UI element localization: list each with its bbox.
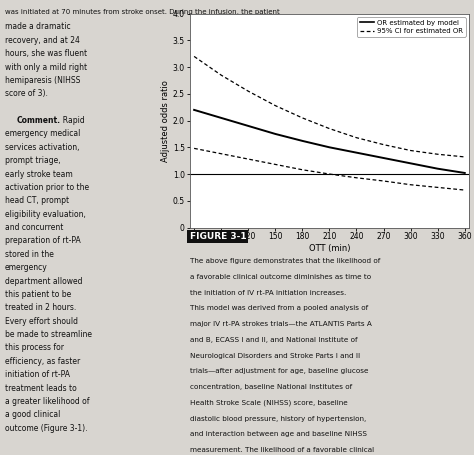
Text: be made to streamline: be made to streamline xyxy=(5,330,92,339)
Text: FIGURE 3-1: FIGURE 3-1 xyxy=(190,232,246,241)
Text: emergency medical: emergency medical xyxy=(5,129,80,138)
Text: efficiency, as faster: efficiency, as faster xyxy=(5,357,80,366)
Text: Comment.: Comment. xyxy=(17,116,61,125)
Text: prompt triage,: prompt triage, xyxy=(5,156,60,165)
Text: this patient to be: this patient to be xyxy=(5,290,71,299)
Text: preparation of rt-PA: preparation of rt-PA xyxy=(5,237,81,245)
Text: outcome (Figure 3-1).: outcome (Figure 3-1). xyxy=(5,424,87,433)
Text: treatment leads to: treatment leads to xyxy=(5,384,76,393)
Text: and B, ECASS I and II, and National Institute of: and B, ECASS I and II, and National Inst… xyxy=(190,337,357,343)
Text: stored in the: stored in the xyxy=(5,250,54,259)
Text: measurement. The likelihood of a favorable clinical: measurement. The likelihood of a favorab… xyxy=(190,447,374,453)
Text: The above figure demonstrates that the likelihood of: The above figure demonstrates that the l… xyxy=(190,258,380,264)
Text: Every effort should: Every effort should xyxy=(5,317,78,326)
Legend: OR estimated by model, 95% CI for estimated OR: OR estimated by model, 95% CI for estima… xyxy=(357,17,466,37)
Text: treated in 2 hours.: treated in 2 hours. xyxy=(5,303,76,312)
Text: Neurological Disorders and Stroke Parts I and II: Neurological Disorders and Stroke Parts … xyxy=(190,353,360,359)
Text: score of 3).: score of 3). xyxy=(5,89,47,98)
Text: Rapid: Rapid xyxy=(58,116,84,125)
Text: with only a mild right: with only a mild right xyxy=(5,62,87,71)
Text: the initiation of IV rt-PA initiation increases.: the initiation of IV rt-PA initiation in… xyxy=(190,290,346,296)
Text: This model was derived from a pooled analysis of: This model was derived from a pooled ana… xyxy=(190,305,368,311)
Text: was initiated at 70 minutes from stroke onset. During the infusion, the patient: was initiated at 70 minutes from stroke … xyxy=(5,9,280,15)
Text: this process for: this process for xyxy=(5,344,64,353)
Text: Health Stroke Scale (NIHSS) score, baseline: Health Stroke Scale (NIHSS) score, basel… xyxy=(190,400,347,406)
Text: emergency: emergency xyxy=(5,263,47,272)
Text: a greater likelihood of: a greater likelihood of xyxy=(5,397,89,406)
Text: made a dramatic: made a dramatic xyxy=(5,22,70,31)
Text: early stroke team: early stroke team xyxy=(5,170,73,178)
Text: recovery, and at 24: recovery, and at 24 xyxy=(5,36,80,45)
Text: department allowed: department allowed xyxy=(5,277,82,286)
Text: concentration, baseline National Institutes of: concentration, baseline National Institu… xyxy=(190,384,352,390)
Text: trials—after adjustment for age, baseline glucose: trials—after adjustment for age, baselin… xyxy=(190,369,368,374)
X-axis label: OTT (min): OTT (min) xyxy=(309,244,350,253)
Y-axis label: Adjusted odds ratio: Adjusted odds ratio xyxy=(161,80,170,162)
Text: eligibility evaluation,: eligibility evaluation, xyxy=(5,210,86,219)
Text: initiation of rt-PA: initiation of rt-PA xyxy=(5,370,70,379)
Text: and concurrent: and concurrent xyxy=(5,223,63,232)
Text: diastolic blood pressure, history of hypertension,: diastolic blood pressure, history of hyp… xyxy=(190,415,366,421)
Text: services activation,: services activation, xyxy=(5,143,79,152)
Text: a good clinical: a good clinical xyxy=(5,410,60,420)
Text: head CT, prompt: head CT, prompt xyxy=(5,196,69,205)
Text: major IV rt-PA strokes trials—the ATLANTIS Parts A: major IV rt-PA strokes trials—the ATLANT… xyxy=(190,321,372,327)
Text: hemiparesis (NIHSS: hemiparesis (NIHSS xyxy=(5,76,80,85)
Text: hours, she was fluent: hours, she was fluent xyxy=(5,49,87,58)
Text: a favorable clinical outcome diminishes as time to: a favorable clinical outcome diminishes … xyxy=(190,274,371,280)
Text: and interaction between age and baseline NIHSS: and interaction between age and baseline… xyxy=(190,431,366,437)
Text: activation prior to the: activation prior to the xyxy=(5,183,89,192)
